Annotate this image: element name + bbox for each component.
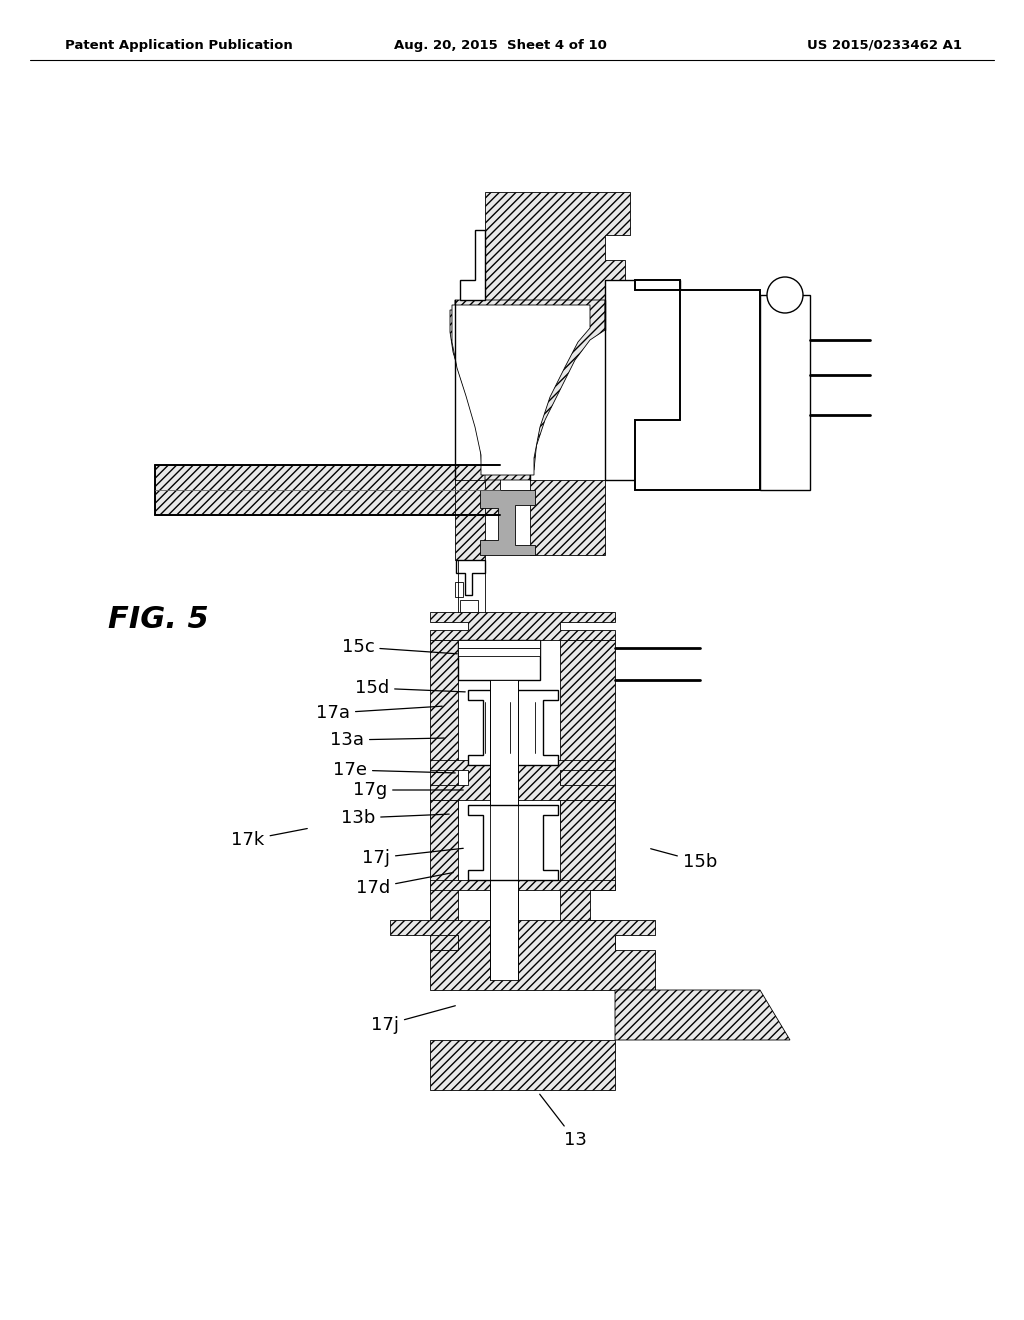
Text: 15c: 15c [342,638,458,656]
Polygon shape [460,230,485,300]
Text: 17k: 17k [231,829,307,849]
Polygon shape [468,690,558,766]
Polygon shape [505,704,519,752]
Polygon shape [523,817,537,869]
Polygon shape [430,760,615,800]
Polygon shape [430,640,458,830]
Text: 13b: 13b [341,809,450,828]
Bar [458,640,540,648]
Polygon shape [485,702,540,752]
Bar [455,582,463,597]
Polygon shape [760,294,810,490]
Text: 17d: 17d [356,873,454,898]
Text: 17j: 17j [371,1006,456,1034]
Text: 13: 13 [540,1094,587,1148]
Polygon shape [430,612,615,640]
Polygon shape [452,305,590,475]
Polygon shape [560,800,615,950]
Bar [458,648,540,656]
Bar [460,601,478,612]
Text: 15b: 15b [650,849,717,871]
Polygon shape [430,1040,615,1090]
Polygon shape [485,191,630,300]
Circle shape [767,277,803,313]
Polygon shape [458,640,540,680]
Text: US 2015/0233462 A1: US 2015/0233462 A1 [807,38,962,51]
Text: 15d: 15d [355,678,465,697]
Text: 17g: 17g [353,781,463,799]
Text: 17j: 17j [362,849,463,867]
Polygon shape [615,990,790,1040]
Polygon shape [505,817,519,869]
Text: 17a: 17a [316,704,442,722]
Polygon shape [487,704,501,752]
Polygon shape [487,817,501,869]
Text: Patent Application Publication: Patent Application Publication [65,38,293,51]
Text: FIG. 5: FIG. 5 [108,606,209,635]
Text: 17e: 17e [333,762,456,779]
Polygon shape [455,300,605,480]
Text: 13a: 13a [330,731,444,748]
Polygon shape [468,805,558,880]
Polygon shape [605,280,680,480]
Polygon shape [430,880,615,890]
Polygon shape [456,560,485,595]
Polygon shape [430,800,458,950]
Polygon shape [155,465,500,515]
Polygon shape [455,480,485,560]
Polygon shape [530,480,605,554]
Polygon shape [560,640,615,830]
Polygon shape [390,920,655,990]
Polygon shape [635,280,760,490]
Polygon shape [523,704,537,752]
Polygon shape [480,490,535,554]
Bar [490,680,518,979]
Text: Aug. 20, 2015  Sheet 4 of 10: Aug. 20, 2015 Sheet 4 of 10 [393,38,606,51]
Polygon shape [450,310,585,470]
